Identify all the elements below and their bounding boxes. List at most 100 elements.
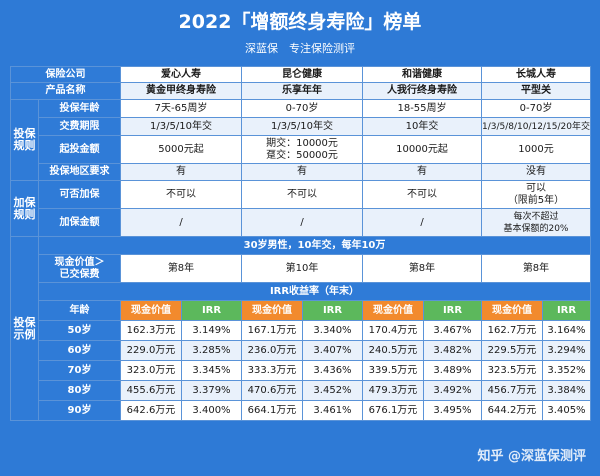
age-cell: 70岁: [38, 360, 121, 381]
rule-row: 投保 规则 投保年龄 7天-65周岁 0-70岁 18-55周岁 0-70岁: [10, 99, 591, 181]
company-row: 保险公司 爱心人寿 昆仑健康 和谐健康 长城人寿: [10, 66, 591, 83]
irr-cell: 3.495%: [423, 400, 482, 421]
rule-label: 投保年龄: [38, 99, 121, 118]
cash-value-cell: 167.1万元: [241, 320, 303, 341]
add-rule-value: 不可以: [241, 180, 363, 209]
add-rule-value: 不可以: [362, 180, 482, 209]
rule-value: 7天-65周岁: [120, 99, 242, 118]
cash-value-header: 现金价值: [120, 300, 182, 321]
irr-cell: 3.379%: [181, 380, 242, 401]
rule-value: 1/3/5/10年交: [241, 117, 363, 136]
irr-header: IRR: [181, 300, 242, 321]
product-name: 平型关: [481, 82, 591, 100]
age-cell: 90岁: [38, 400, 121, 421]
irr-cell: 3.492%: [423, 380, 482, 401]
cash-value-cell: 455.6万元: [120, 380, 182, 401]
irr-header-row: 年龄 现金价值 IRR 现金价值 IRR 现金价值 IRR 现金价值 IRR: [11, 300, 591, 321]
irr-banner-row: IRR收益率（年末）: [11, 282, 591, 301]
add-rule-value: 不可以: [120, 180, 242, 209]
irr-header: IRR: [302, 300, 363, 321]
age-cell: 60岁: [38, 340, 121, 361]
page-subtitle: 深蓝保 专注保险测评: [245, 42, 355, 55]
cash-value-cell: 664.1万元: [241, 400, 303, 421]
company-name: 和谐健康: [362, 66, 482, 83]
cash-value-cell: 470.6万元: [241, 380, 303, 401]
product-row: 产品名称 黄金甲终身寿险 乐享年年 人我行终身寿险 平型关: [10, 82, 591, 100]
age-header: 年龄: [38, 300, 121, 321]
irr-cell: 3.294%: [542, 340, 591, 361]
section-label-example: 投保 示例: [10, 236, 39, 421]
rule-value: 5000元起: [120, 135, 242, 164]
cash-value-cell: 229.5万元: [481, 340, 543, 361]
rule-label: 起投金额: [38, 135, 121, 164]
page-header: 2022「增额终身寿险」榜单 深蓝保 专注保险测评: [0, 0, 600, 66]
cash-value-header: 现金价值: [481, 300, 543, 321]
company-name: 爱心人寿: [120, 66, 242, 83]
irr-cell: 3.164%: [542, 320, 591, 341]
cash-exceed-label: 现金价值＞ 已交保费: [38, 254, 121, 283]
add-rule-row: 加保 规则 可否加保 不可以 不可以 不可以 可以 （限前5年）: [10, 180, 591, 237]
cash-value-header: 现金价值: [362, 300, 424, 321]
cash-exceed-value: 第8年: [481, 254, 591, 283]
rule-value: 0-70岁: [241, 99, 363, 118]
comparison-table: 保险公司 爱心人寿 昆仑健康 和谐健康 长城人寿 产品名称 黄金甲终身寿险 乐享…: [10, 66, 591, 421]
irr-cell: 3.436%: [302, 360, 363, 381]
company-name: 长城人寿: [481, 66, 591, 83]
table-row: 60岁 229.0万元 3.285% 236.0万元 3.407% 240.5万…: [11, 340, 591, 361]
irr-cell: 3.384%: [542, 380, 591, 401]
add-rule-row: 加保金额 / / / 每次不超过 基本保额的20%: [11, 208, 591, 237]
cash-value-cell: 333.3万元: [241, 360, 303, 381]
table-row: 70岁 323.0万元 3.345% 333.3万元 3.436% 339.5万…: [11, 360, 591, 381]
irr-cell: 3.467%: [423, 320, 482, 341]
rule-label: 投保地区要求: [38, 163, 121, 181]
section-label-add: 加保 规则: [10, 180, 39, 237]
irr-cell: 3.400%: [181, 400, 242, 421]
rule-value: 1/3/5/8/10/12/15/20年交: [481, 117, 591, 136]
cash-value-cell: 240.5万元: [362, 340, 424, 361]
irr-cell: 3.407%: [302, 340, 363, 361]
add-rule-value: /: [362, 208, 482, 237]
rule-value: 有: [241, 163, 363, 181]
case-banner: 30岁男性，10年交，每年10万: [38, 236, 591, 255]
section-label-rules: 投保 规则: [10, 99, 39, 181]
rule-value: 没有: [481, 163, 591, 181]
rule-value: 1000元: [481, 135, 591, 164]
add-rule-value: 可以 （限前5年）: [481, 180, 591, 209]
rule-label: 交费期限: [38, 117, 121, 136]
cash-value-cell: 479.3万元: [362, 380, 424, 401]
irr-cell: 3.461%: [302, 400, 363, 421]
irr-cell: 3.405%: [542, 400, 591, 421]
rule-row: 投保地区要求 有 有 有 没有: [11, 163, 591, 181]
irr-cell: 3.482%: [423, 340, 482, 361]
rule-value: 10年交: [362, 117, 482, 136]
add-rule-value: 每次不超过 基本保额的20%: [481, 208, 591, 237]
add-rule-label: 加保金额: [38, 208, 121, 237]
cash-value-cell: 323.5万元: [481, 360, 543, 381]
cash-value-cell: 644.2万元: [481, 400, 543, 421]
age-cell: 50岁: [38, 320, 121, 341]
case-banner-row: 投保 示例 30岁男性，10年交，每年10万: [10, 236, 591, 421]
cash-value-cell: 323.0万元: [120, 360, 182, 381]
rule-row: 交费期限 1/3/5/10年交 1/3/5/10年交 10年交 1/3/5/8/…: [11, 117, 591, 136]
company-header: 保险公司: [10, 66, 121, 83]
irr-header: IRR: [423, 300, 482, 321]
product-name: 乐享年年: [241, 82, 363, 100]
rule-value: 18-55周岁: [362, 99, 482, 118]
rule-value: 10000元起: [362, 135, 482, 164]
table-row: 90岁 642.6万元 3.400% 664.1万元 3.461% 676.1万…: [11, 400, 591, 421]
rule-value: 0-70岁: [481, 99, 591, 118]
cash-value-cell: 456.7万元: [481, 380, 543, 401]
rule-value: 有: [362, 163, 482, 181]
add-rule-value: /: [241, 208, 363, 237]
cash-value-cell: 236.0万元: [241, 340, 303, 361]
cash-exceed-row: 现金价值＞ 已交保费 第8年 第10年 第8年 第8年: [11, 254, 591, 283]
irr-banner: IRR收益率（年末）: [38, 282, 591, 301]
cash-value-header: 现金价值: [241, 300, 303, 321]
cash-value-cell: 162.7万元: [481, 320, 543, 341]
irr-cell: 3.149%: [181, 320, 242, 341]
table-row: 80岁 455.6万元 3.379% 470.6万元 3.452% 479.3万…: [11, 380, 591, 401]
cash-exceed-value: 第8年: [362, 254, 482, 283]
page-title: 2022「增额终身寿险」榜单: [178, 11, 422, 33]
cash-value-cell: 229.0万元: [120, 340, 182, 361]
irr-header: IRR: [542, 300, 591, 321]
